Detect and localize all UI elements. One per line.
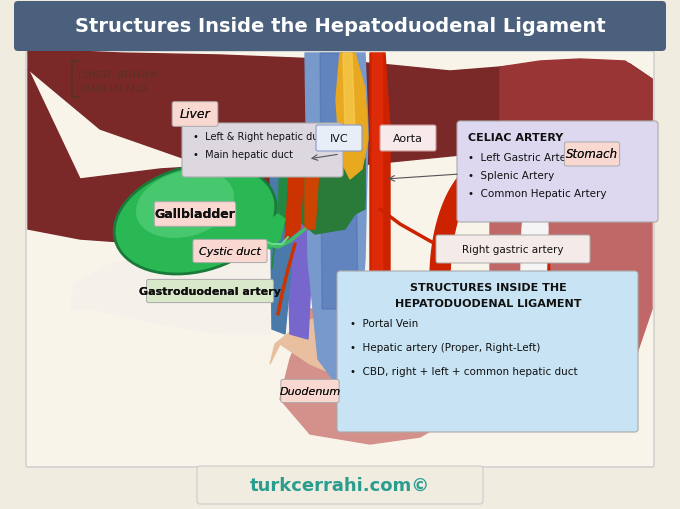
- Polygon shape: [372, 54, 382, 409]
- FancyBboxPatch shape: [26, 52, 654, 467]
- FancyBboxPatch shape: [337, 271, 638, 432]
- Text: turkcerrahi.com©: turkcerrahi.com©: [250, 476, 430, 494]
- Text: Cystic duct: Cystic duct: [199, 246, 261, 257]
- Text: Gallbladder: Gallbladder: [154, 208, 235, 221]
- Polygon shape: [305, 54, 368, 389]
- Polygon shape: [370, 54, 390, 419]
- Text: OMER  RIDVAN: OMER RIDVAN: [78, 70, 158, 79]
- Polygon shape: [285, 150, 312, 340]
- Text: •  Hepatic artery (Proper, Right-Left): • Hepatic artery (Proper, Right-Left): [350, 343, 541, 352]
- Polygon shape: [272, 155, 295, 269]
- Ellipse shape: [136, 171, 234, 239]
- Text: Gallbladder: Gallbladder: [154, 208, 235, 221]
- Polygon shape: [70, 249, 285, 334]
- Polygon shape: [336, 54, 368, 180]
- Polygon shape: [285, 155, 305, 242]
- FancyBboxPatch shape: [457, 122, 658, 222]
- FancyBboxPatch shape: [197, 466, 483, 504]
- Text: Gastroduodenal artery: Gastroduodenal artery: [139, 287, 281, 296]
- Polygon shape: [500, 60, 652, 224]
- Polygon shape: [280, 150, 365, 235]
- Text: Stomach: Stomach: [566, 148, 618, 161]
- Polygon shape: [540, 279, 560, 419]
- Polygon shape: [320, 54, 358, 309]
- FancyBboxPatch shape: [182, 124, 343, 178]
- Text: IVC: IVC: [330, 134, 348, 144]
- FancyBboxPatch shape: [316, 126, 362, 152]
- FancyBboxPatch shape: [14, 2, 666, 52]
- Polygon shape: [270, 301, 440, 391]
- Text: Duodenum: Duodenum: [279, 386, 341, 396]
- Polygon shape: [280, 309, 470, 444]
- Text: •  Portal Vein: • Portal Vein: [350, 318, 418, 328]
- FancyBboxPatch shape: [380, 126, 436, 152]
- FancyBboxPatch shape: [281, 380, 339, 403]
- Text: •  Splenic Artery: • Splenic Artery: [468, 171, 554, 181]
- Polygon shape: [270, 155, 292, 334]
- Text: Stomach: Stomach: [566, 148, 618, 161]
- Text: •  Left & Right hepatic duct: • Left & Right hepatic duct: [193, 132, 328, 142]
- FancyBboxPatch shape: [172, 102, 218, 127]
- Text: CELIAC ARTERY: CELIAC ARTERY: [468, 133, 563, 143]
- Polygon shape: [255, 215, 285, 249]
- Ellipse shape: [114, 164, 276, 274]
- Polygon shape: [520, 155, 548, 354]
- Text: •  Common Hepatic Artery: • Common Hepatic Artery: [468, 189, 607, 199]
- Text: HEPATODUODENAL LIGAMENT: HEPATODUODENAL LIGAMENT: [395, 298, 581, 308]
- FancyBboxPatch shape: [436, 236, 590, 264]
- Polygon shape: [340, 155, 365, 219]
- Polygon shape: [490, 135, 652, 399]
- Text: Aorta: Aorta: [393, 134, 423, 144]
- Text: STRUCTURES INSIDE THE: STRUCTURES INSIDE THE: [409, 282, 566, 293]
- Text: Structures Inside the Hepatoduodenal Ligament: Structures Inside the Hepatoduodenal Lig…: [75, 17, 605, 37]
- Text: Cystic duct: Cystic duct: [199, 246, 261, 257]
- Polygon shape: [28, 70, 310, 244]
- Text: Gastroduodenal artery: Gastroduodenal artery: [139, 287, 281, 296]
- Text: Liver: Liver: [180, 108, 210, 121]
- Text: •  Left Gastric Artery: • Left Gastric Artery: [468, 153, 577, 163]
- FancyBboxPatch shape: [564, 143, 619, 166]
- Text: Liver: Liver: [180, 108, 210, 121]
- Text: Right gastric artery: Right gastric artery: [462, 244, 564, 254]
- Text: Duodenum: Duodenum: [279, 386, 341, 396]
- Text: •  CBD, right + left + common hepatic duct: • CBD, right + left + common hepatic duc…: [350, 366, 577, 376]
- Polygon shape: [343, 54, 355, 130]
- Polygon shape: [28, 50, 652, 169]
- FancyBboxPatch shape: [193, 240, 267, 263]
- Polygon shape: [305, 155, 320, 230]
- Text: TARHAN M.D.: TARHAN M.D.: [78, 86, 149, 94]
- Polygon shape: [430, 160, 550, 279]
- Text: •  Main hepatic duct: • Main hepatic duct: [193, 150, 293, 160]
- FancyBboxPatch shape: [154, 202, 236, 227]
- FancyBboxPatch shape: [147, 280, 273, 303]
